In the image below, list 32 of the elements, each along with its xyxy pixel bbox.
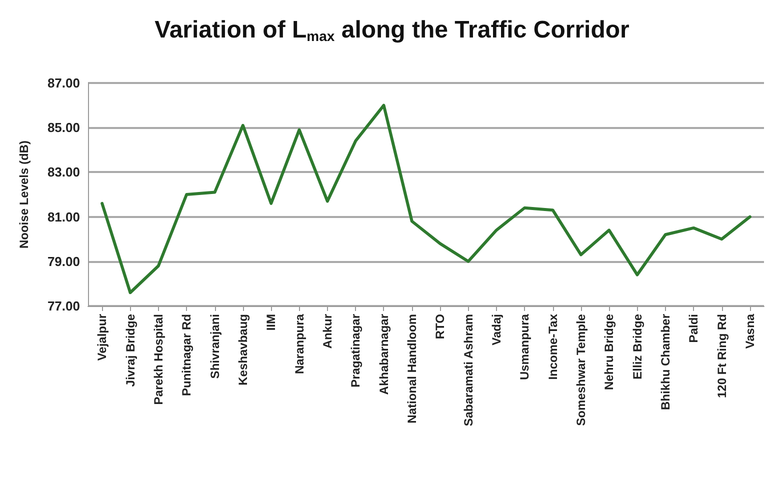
x-tick-label: Punitnagar Rd [180, 314, 194, 396]
x-tick-label: Keshavbaug [236, 314, 250, 386]
x-tick-label: Someshwar Temple [574, 314, 588, 426]
x-tick-label: Vejalpur [95, 314, 110, 361]
line-series [100, 104, 752, 294]
x-tick-label: Vadaj [489, 314, 504, 346]
x-tick-label: Vasna [742, 314, 757, 349]
x-tick-label: Nehru Bridge [602, 314, 616, 390]
x-tick-label: Bhikhu Chamber [658, 314, 672, 410]
x-tick-label: Paldi [686, 314, 701, 343]
y-tick-label: 81.00 [47, 209, 80, 224]
x-tick-label: Elliz Bridge [630, 314, 644, 380]
x-tick-label: Parekh Hospital [151, 314, 166, 405]
y-axis-title: Nooise Levels (dB) [17, 140, 31, 249]
x-tick-label: Ankur [320, 314, 334, 349]
x-tick-label: Shivranjani [208, 314, 222, 379]
y-tick-label: 87.00 [47, 76, 80, 90]
x-tick-label: Jivraj Bridge [123, 314, 138, 387]
x-tick-label: 120 Ft Ring Rd [714, 314, 729, 398]
x-tick-label: IIM [264, 314, 278, 331]
y-tick-label: 79.00 [47, 254, 80, 269]
x-tick-label: Akhabarnagar [376, 314, 391, 395]
x-tick-label: Income-Tax [546, 314, 560, 380]
x-tick-label: Sabaramati Ashram [461, 314, 476, 426]
y-tick-label: 77.00 [47, 298, 80, 314]
y-tick-label: 83.00 [47, 164, 80, 180]
y-tick-label: 85.00 [47, 120, 80, 136]
x-tick-label: National Handloom [404, 314, 419, 424]
x-tick-label: Usmanpura [518, 314, 532, 380]
x-tick-label: Naranpura [292, 314, 306, 374]
x-tick-label: RTO [433, 314, 448, 340]
x-tick-label: Pragatinagar [348, 314, 363, 388]
